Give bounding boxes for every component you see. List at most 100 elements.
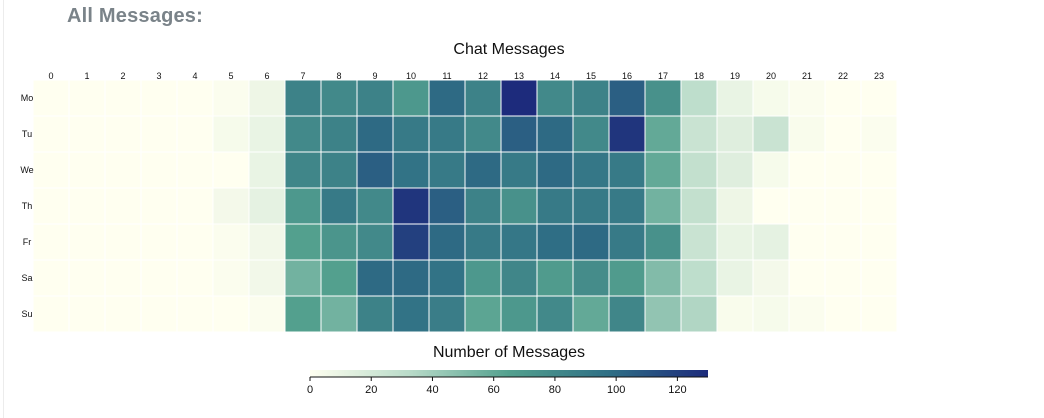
heatmap-cell (608, 187, 646, 225)
x-tick-label: 13 (514, 71, 524, 81)
heatmap-cell (320, 79, 358, 117)
heatmap-cell (824, 151, 862, 189)
heatmap-cell (608, 295, 646, 333)
colorbar-gradient (310, 370, 708, 377)
heatmap-cell (680, 79, 718, 117)
heatmap-cell (140, 223, 178, 261)
heatmap-cell (788, 115, 826, 153)
heatmap-cell (392, 223, 430, 261)
heatmap-cell (140, 79, 178, 117)
heatmap-cell (464, 115, 502, 153)
heatmap-cell (536, 79, 574, 117)
heatmap-cell (356, 151, 394, 189)
x-tick-label: 17 (658, 71, 668, 81)
heatmap-cell (140, 151, 178, 189)
heatmap-cell (608, 223, 646, 261)
heatmap-cell (572, 115, 610, 153)
heatmap-cell (68, 259, 106, 297)
heatmap-cell (500, 187, 538, 225)
heatmap-cell (680, 187, 718, 225)
heatmap-cell (860, 223, 898, 261)
x-tick-label: 6 (264, 71, 269, 81)
heatmap-cell (392, 151, 430, 189)
heatmap-cell (788, 79, 826, 117)
heatmap-cell (212, 115, 250, 153)
heatmap-cell (536, 151, 574, 189)
heatmap-cell (140, 187, 178, 225)
y-axis-ticks: Mo Tu We Th Fr Sa Su (20, 93, 33, 319)
heatmap-cell (176, 223, 214, 261)
heatmap-cell (500, 151, 538, 189)
heatmap-cell (428, 187, 466, 225)
colorbar-tick-label: 60 (488, 384, 500, 396)
y-tick-label: Fr (23, 237, 32, 247)
heatmap-cell (284, 187, 322, 225)
heatmap-cell (284, 223, 322, 261)
heatmap-cell (716, 151, 754, 189)
heatmap-cell (68, 223, 106, 261)
heatmap-cell (392, 79, 430, 117)
x-tick-label: 18 (694, 71, 704, 81)
heatmap-cell (320, 223, 358, 261)
chart-title: Chat Messages (453, 41, 565, 58)
heatmap-cell (788, 295, 826, 333)
y-tick-label: Tu (22, 129, 32, 139)
heatmap-cell (212, 79, 250, 117)
heatmap-cell (572, 187, 610, 225)
heatmap-cell (32, 295, 70, 333)
heatmap-cell (248, 151, 286, 189)
heatmap-cell (428, 295, 466, 333)
heatmap-cell (752, 223, 790, 261)
x-tick-label: 21 (802, 71, 812, 81)
y-tick-label: Sa (21, 273, 32, 283)
heatmap-cell (68, 151, 106, 189)
heatmap-cell (320, 115, 358, 153)
heatmap-cell (176, 187, 214, 225)
heatmap-cell (860, 79, 898, 117)
heatmap-cell (752, 79, 790, 117)
heatmap-cell (176, 151, 214, 189)
heatmap-cell (608, 259, 646, 297)
heatmap-cell (644, 295, 682, 333)
heatmap-cell (752, 187, 790, 225)
heatmap-cell (644, 115, 682, 153)
heatmap-cell (716, 115, 754, 153)
heatmap-cell (572, 259, 610, 297)
heatmap-cell (500, 79, 538, 117)
heatmap-cell (644, 79, 682, 117)
x-axis-ticks: 0 1 2 3 4 5 6 7 8 9 10 11 12 13 14 15 16 17 18 19 20 21 22 23 (48, 71, 884, 81)
x-tick-label: 5 (228, 71, 233, 81)
heatmap-cell (464, 259, 502, 297)
y-tick-label: We (20, 165, 33, 175)
heatmap-cell (752, 115, 790, 153)
heatmap-cell (284, 151, 322, 189)
heatmap-cell (824, 259, 862, 297)
heatmap-cell (32, 79, 70, 117)
heatmap-cell (104, 79, 142, 117)
heatmap-cell (860, 295, 898, 333)
colorbar-label: Number of Messages (432, 344, 586, 361)
heatmap-cell (464, 187, 502, 225)
heatmap-cell (500, 223, 538, 261)
heatmap-cell (68, 295, 106, 333)
heatmap-cell (572, 79, 610, 117)
heatmap-cell (284, 295, 322, 333)
heatmap-cell (392, 187, 430, 225)
heatmap-cell (248, 259, 286, 297)
x-tick-label: 4 (192, 71, 197, 81)
x-tick-label: 11 (442, 71, 451, 81)
heatmap-cell (644, 259, 682, 297)
heatmap-cell (428, 115, 466, 153)
colorbar-tick-label: 40 (426, 384, 438, 396)
colorbar-tick-label: 0 (307, 384, 313, 396)
heatmap-cell (32, 259, 70, 297)
heatmap-cell (356, 115, 394, 153)
heatmap-cell (572, 151, 610, 189)
heatmap-cell (104, 187, 142, 225)
heatmap-cell (860, 151, 898, 189)
heatmap-cell (536, 187, 574, 225)
heatmap-cell (248, 295, 286, 333)
heatmap-cell (356, 259, 394, 297)
heatmap-cell (248, 187, 286, 225)
